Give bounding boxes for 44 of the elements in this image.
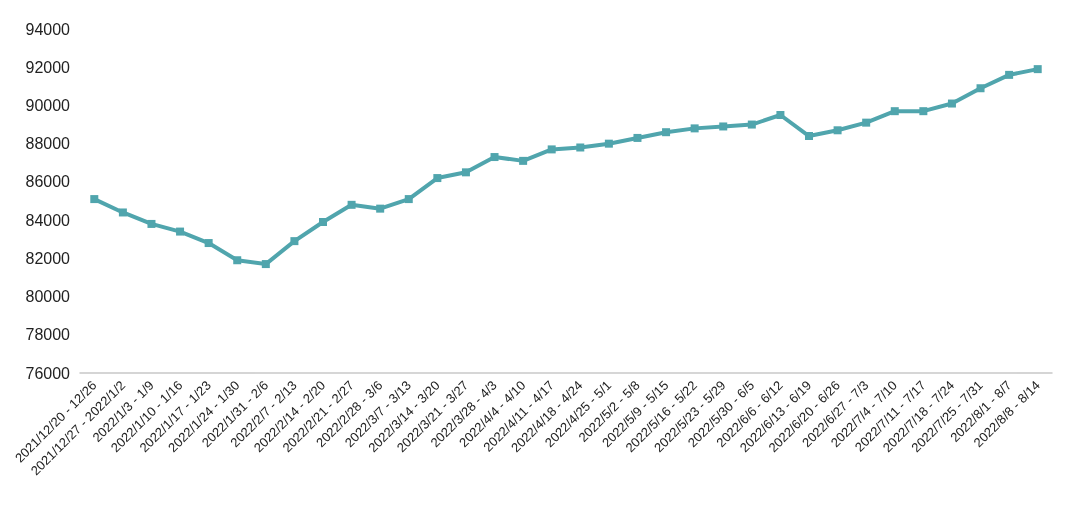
point bbox=[890, 107, 899, 116]
point bbox=[433, 174, 442, 183]
point bbox=[519, 156, 528, 165]
y-tick-label: 78000 bbox=[25, 326, 71, 344]
point bbox=[747, 120, 756, 129]
point bbox=[604, 139, 613, 148]
point bbox=[719, 122, 728, 131]
y-tick-label: 90000 bbox=[25, 96, 71, 114]
point bbox=[147, 219, 156, 228]
point bbox=[690, 124, 699, 133]
point bbox=[290, 237, 299, 246]
point bbox=[919, 107, 928, 116]
point bbox=[319, 218, 327, 227]
point bbox=[461, 168, 470, 177]
point bbox=[233, 256, 242, 265]
y-tick-label: 92000 bbox=[25, 58, 71, 76]
y-tick-label: 94000 bbox=[25, 20, 71, 38]
point bbox=[576, 143, 585, 152]
point bbox=[118, 208, 127, 217]
point bbox=[1005, 70, 1014, 79]
y-tick-label: 82000 bbox=[25, 249, 71, 267]
point bbox=[633, 133, 642, 142]
y-tick-label: 80000 bbox=[25, 288, 71, 306]
point bbox=[1033, 65, 1042, 74]
point bbox=[347, 200, 356, 209]
point bbox=[805, 132, 813, 141]
point bbox=[490, 153, 499, 162]
y-tick-label: 88000 bbox=[25, 135, 71, 153]
point bbox=[833, 126, 842, 135]
y-tick-label: 86000 bbox=[25, 173, 71, 191]
y-tick-label: 76000 bbox=[25, 364, 71, 382]
point bbox=[662, 128, 671, 137]
point bbox=[947, 99, 956, 108]
point bbox=[176, 227, 185, 236]
point bbox=[90, 195, 99, 204]
point bbox=[547, 145, 556, 154]
point bbox=[776, 111, 785, 119]
point bbox=[376, 204, 385, 213]
point bbox=[404, 195, 413, 204]
y-tick-label: 84000 bbox=[25, 211, 71, 229]
point bbox=[204, 239, 213, 248]
point bbox=[976, 84, 985, 93]
point bbox=[261, 260, 270, 269]
point bbox=[862, 118, 871, 127]
